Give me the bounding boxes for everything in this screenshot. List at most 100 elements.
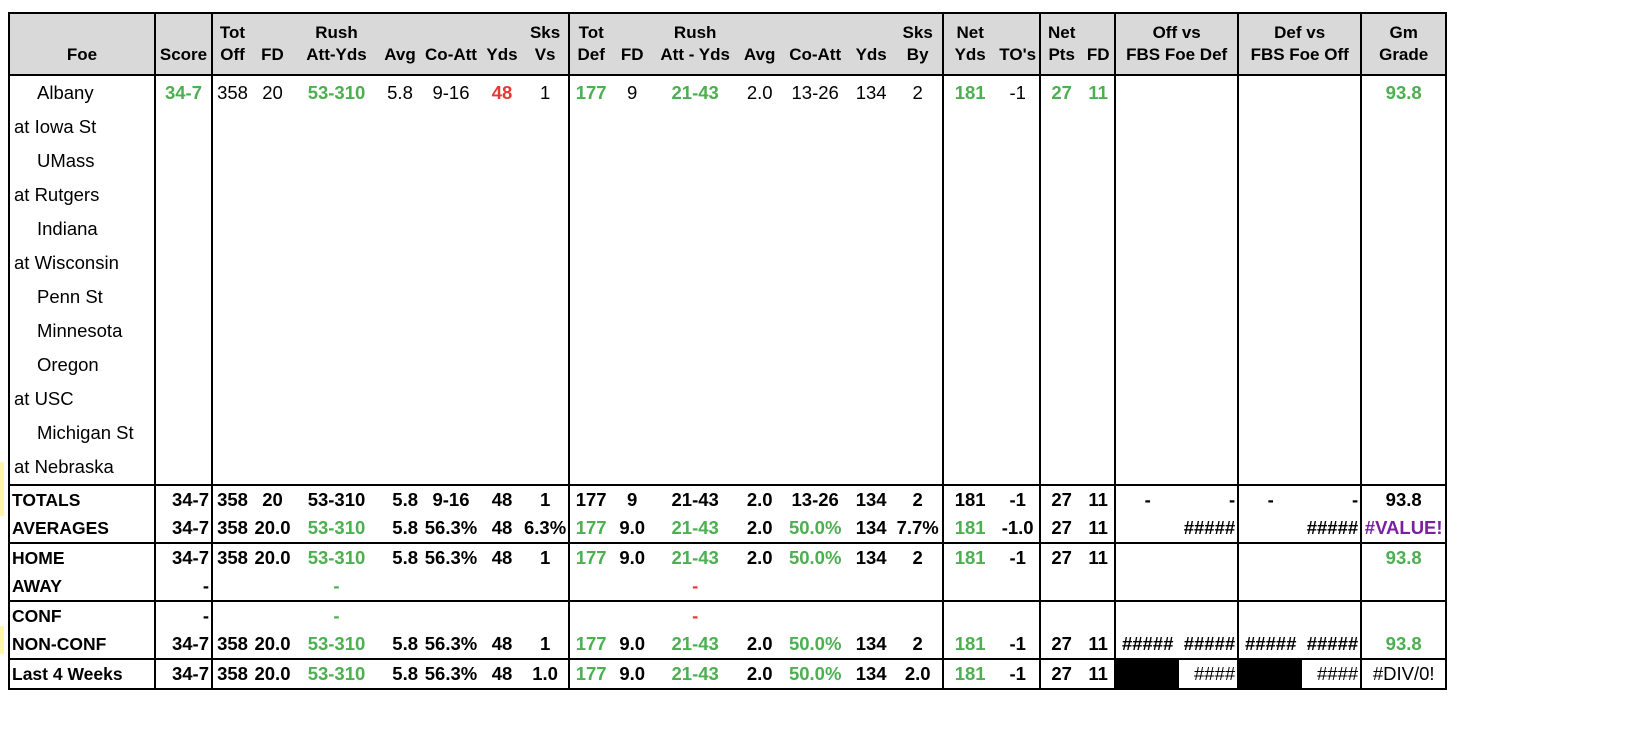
yds-cell[interactable] [482, 382, 522, 416]
tot-off-cell[interactable] [211, 314, 252, 348]
fd-cell[interactable]: 20.0 [252, 658, 293, 690]
sks-by-cell[interactable]: 2.0 [893, 658, 944, 690]
net-yds-cell[interactable] [942, 178, 997, 212]
davg-cell[interactable] [738, 450, 781, 485]
net-pts-cell[interactable]: 27 [1039, 75, 1083, 110]
yds-cell[interactable]: 48 [482, 542, 522, 572]
drush-cell[interactable] [652, 110, 738, 144]
drush-cell[interactable]: 21-43 [652, 484, 739, 514]
tot-off-cell[interactable]: 358 [211, 542, 252, 572]
fd-cell[interactable] [252, 572, 293, 601]
fd-cell[interactable] [252, 246, 293, 280]
dfd-cell[interactable] [612, 416, 652, 450]
drush-cell[interactable] [652, 314, 738, 348]
tot-def-cell[interactable] [568, 314, 613, 348]
column-header[interactable]: Pts [1039, 44, 1083, 76]
def-b-cell[interactable]: - [1302, 484, 1362, 514]
avg-cell[interactable]: 5.8 [392, 633, 418, 654]
dfd-cell[interactable] [612, 348, 652, 382]
tot-def-cell[interactable]: 177 [568, 630, 613, 659]
dfd-cell[interactable] [612, 600, 653, 630]
sks-by-cell[interactable] [893, 178, 943, 212]
column-header[interactable]: Net [942, 12, 997, 44]
davg-cell[interactable]: 2.0 [746, 82, 773, 103]
davg-cell[interactable] [738, 110, 781, 144]
to-cell[interactable]: -1 [1009, 633, 1026, 654]
off-b-cell[interactable] [1179, 572, 1238, 601]
fd-cell[interactable]: 20.0 [254, 633, 291, 654]
dfd-cell[interactable] [612, 212, 652, 246]
off-a-cell[interactable] [1114, 572, 1180, 601]
davg-cell[interactable] [738, 144, 781, 178]
grade-cell[interactable] [1360, 144, 1448, 178]
fd-cell[interactable]: 20.0 [254, 517, 291, 538]
dyds-cell[interactable] [849, 280, 893, 314]
score-cell[interactable]: 34-7 [154, 484, 212, 514]
tot-def-cell[interactable] [568, 246, 613, 280]
co-att-cell[interactable] [420, 246, 482, 280]
net-yds-cell[interactable]: 181 [942, 630, 997, 659]
net-fd-cell[interactable]: 11 [1088, 82, 1108, 103]
fbs-cell[interactable] [1179, 382, 1238, 416]
tot-off-cell[interactable] [211, 144, 252, 178]
davg-cell[interactable]: 2.0 [738, 542, 782, 572]
sks-by-cell[interactable]: 2 [912, 633, 923, 654]
fbs-cell[interactable] [1302, 348, 1361, 382]
to-cell[interactable] [996, 314, 1040, 348]
sks-by-cell[interactable]: 2 [893, 542, 944, 572]
fd-cell[interactable]: 20.0 [252, 542, 293, 572]
foe-cell[interactable]: Michigan St [8, 416, 155, 450]
davg-cell[interactable]: 2.0 [746, 517, 773, 538]
tot-off-cell[interactable] [211, 280, 252, 314]
fbs-cell[interactable] [1179, 75, 1238, 110]
dyds-cell[interactable]: 134 [855, 633, 887, 654]
sks-vs-cell[interactable] [522, 246, 569, 280]
to-cell[interactable] [996, 212, 1040, 246]
off-a-cell[interactable] [1114, 658, 1180, 690]
column-header[interactable]: Tot [568, 12, 613, 44]
net-yds-cell[interactable] [942, 348, 997, 382]
sks-vs-cell[interactable] [522, 314, 569, 348]
co-att-cell[interactable] [420, 314, 482, 348]
column-header[interactable]: Yds [942, 44, 997, 76]
avg-cell[interactable] [380, 178, 420, 212]
sks-by-cell[interactable] [893, 212, 943, 246]
column-header[interactable]: Score [154, 44, 212, 76]
sks-vs-cell[interactable]: 1 [522, 484, 570, 514]
dco-att-cell[interactable] [781, 450, 849, 485]
fbs-cell[interactable] [1114, 144, 1180, 178]
fd-cell[interactable] [252, 450, 293, 485]
column-header[interactable] [738, 12, 782, 44]
tot-off-cell[interactable] [211, 416, 252, 450]
net-pts-cell[interactable] [1039, 178, 1083, 212]
dfd-cell[interactable]: 9.0 [612, 658, 653, 690]
to-cell[interactable]: -1.0 [1001, 517, 1034, 538]
tot-off-cell[interactable] [211, 572, 252, 601]
grade-cell[interactable] [1360, 600, 1448, 630]
off-b-cell[interactable]: ##### [1183, 517, 1236, 538]
dfd-cell[interactable] [612, 144, 652, 178]
net-yds-cell[interactable]: 181 [942, 484, 997, 514]
drush-cell[interactable] [652, 450, 738, 485]
drush-cell[interactable]: 21-43 [671, 82, 719, 103]
davg-cell[interactable] [738, 382, 781, 416]
dco-att-cell[interactable] [781, 572, 849, 601]
yds-cell[interactable] [482, 110, 522, 144]
rush-cell[interactable]: 53-310 [293, 484, 380, 514]
rush-cell[interactable] [293, 280, 380, 314]
column-header[interactable]: Rush [293, 12, 380, 44]
sks-vs-cell[interactable]: 1.0 [522, 658, 570, 690]
column-header[interactable]: Avg [738, 44, 782, 76]
drush-cell[interactable] [652, 348, 738, 382]
dyds-cell[interactable] [849, 348, 893, 382]
net-yds-cell[interactable]: 181 [942, 75, 997, 110]
avg-cell[interactable]: 5.8 [380, 542, 420, 572]
fbs-cell[interactable] [1302, 212, 1361, 246]
yds-cell[interactable]: 48 [491, 633, 513, 654]
yds-cell[interactable] [482, 246, 522, 280]
net-yds-cell[interactable] [942, 416, 997, 450]
column-header[interactable] [154, 12, 212, 44]
dco-att-cell[interactable] [781, 382, 849, 416]
drush-cell[interactable]: - [692, 575, 699, 596]
net-pts-cell[interactable]: 27 [1039, 484, 1083, 514]
